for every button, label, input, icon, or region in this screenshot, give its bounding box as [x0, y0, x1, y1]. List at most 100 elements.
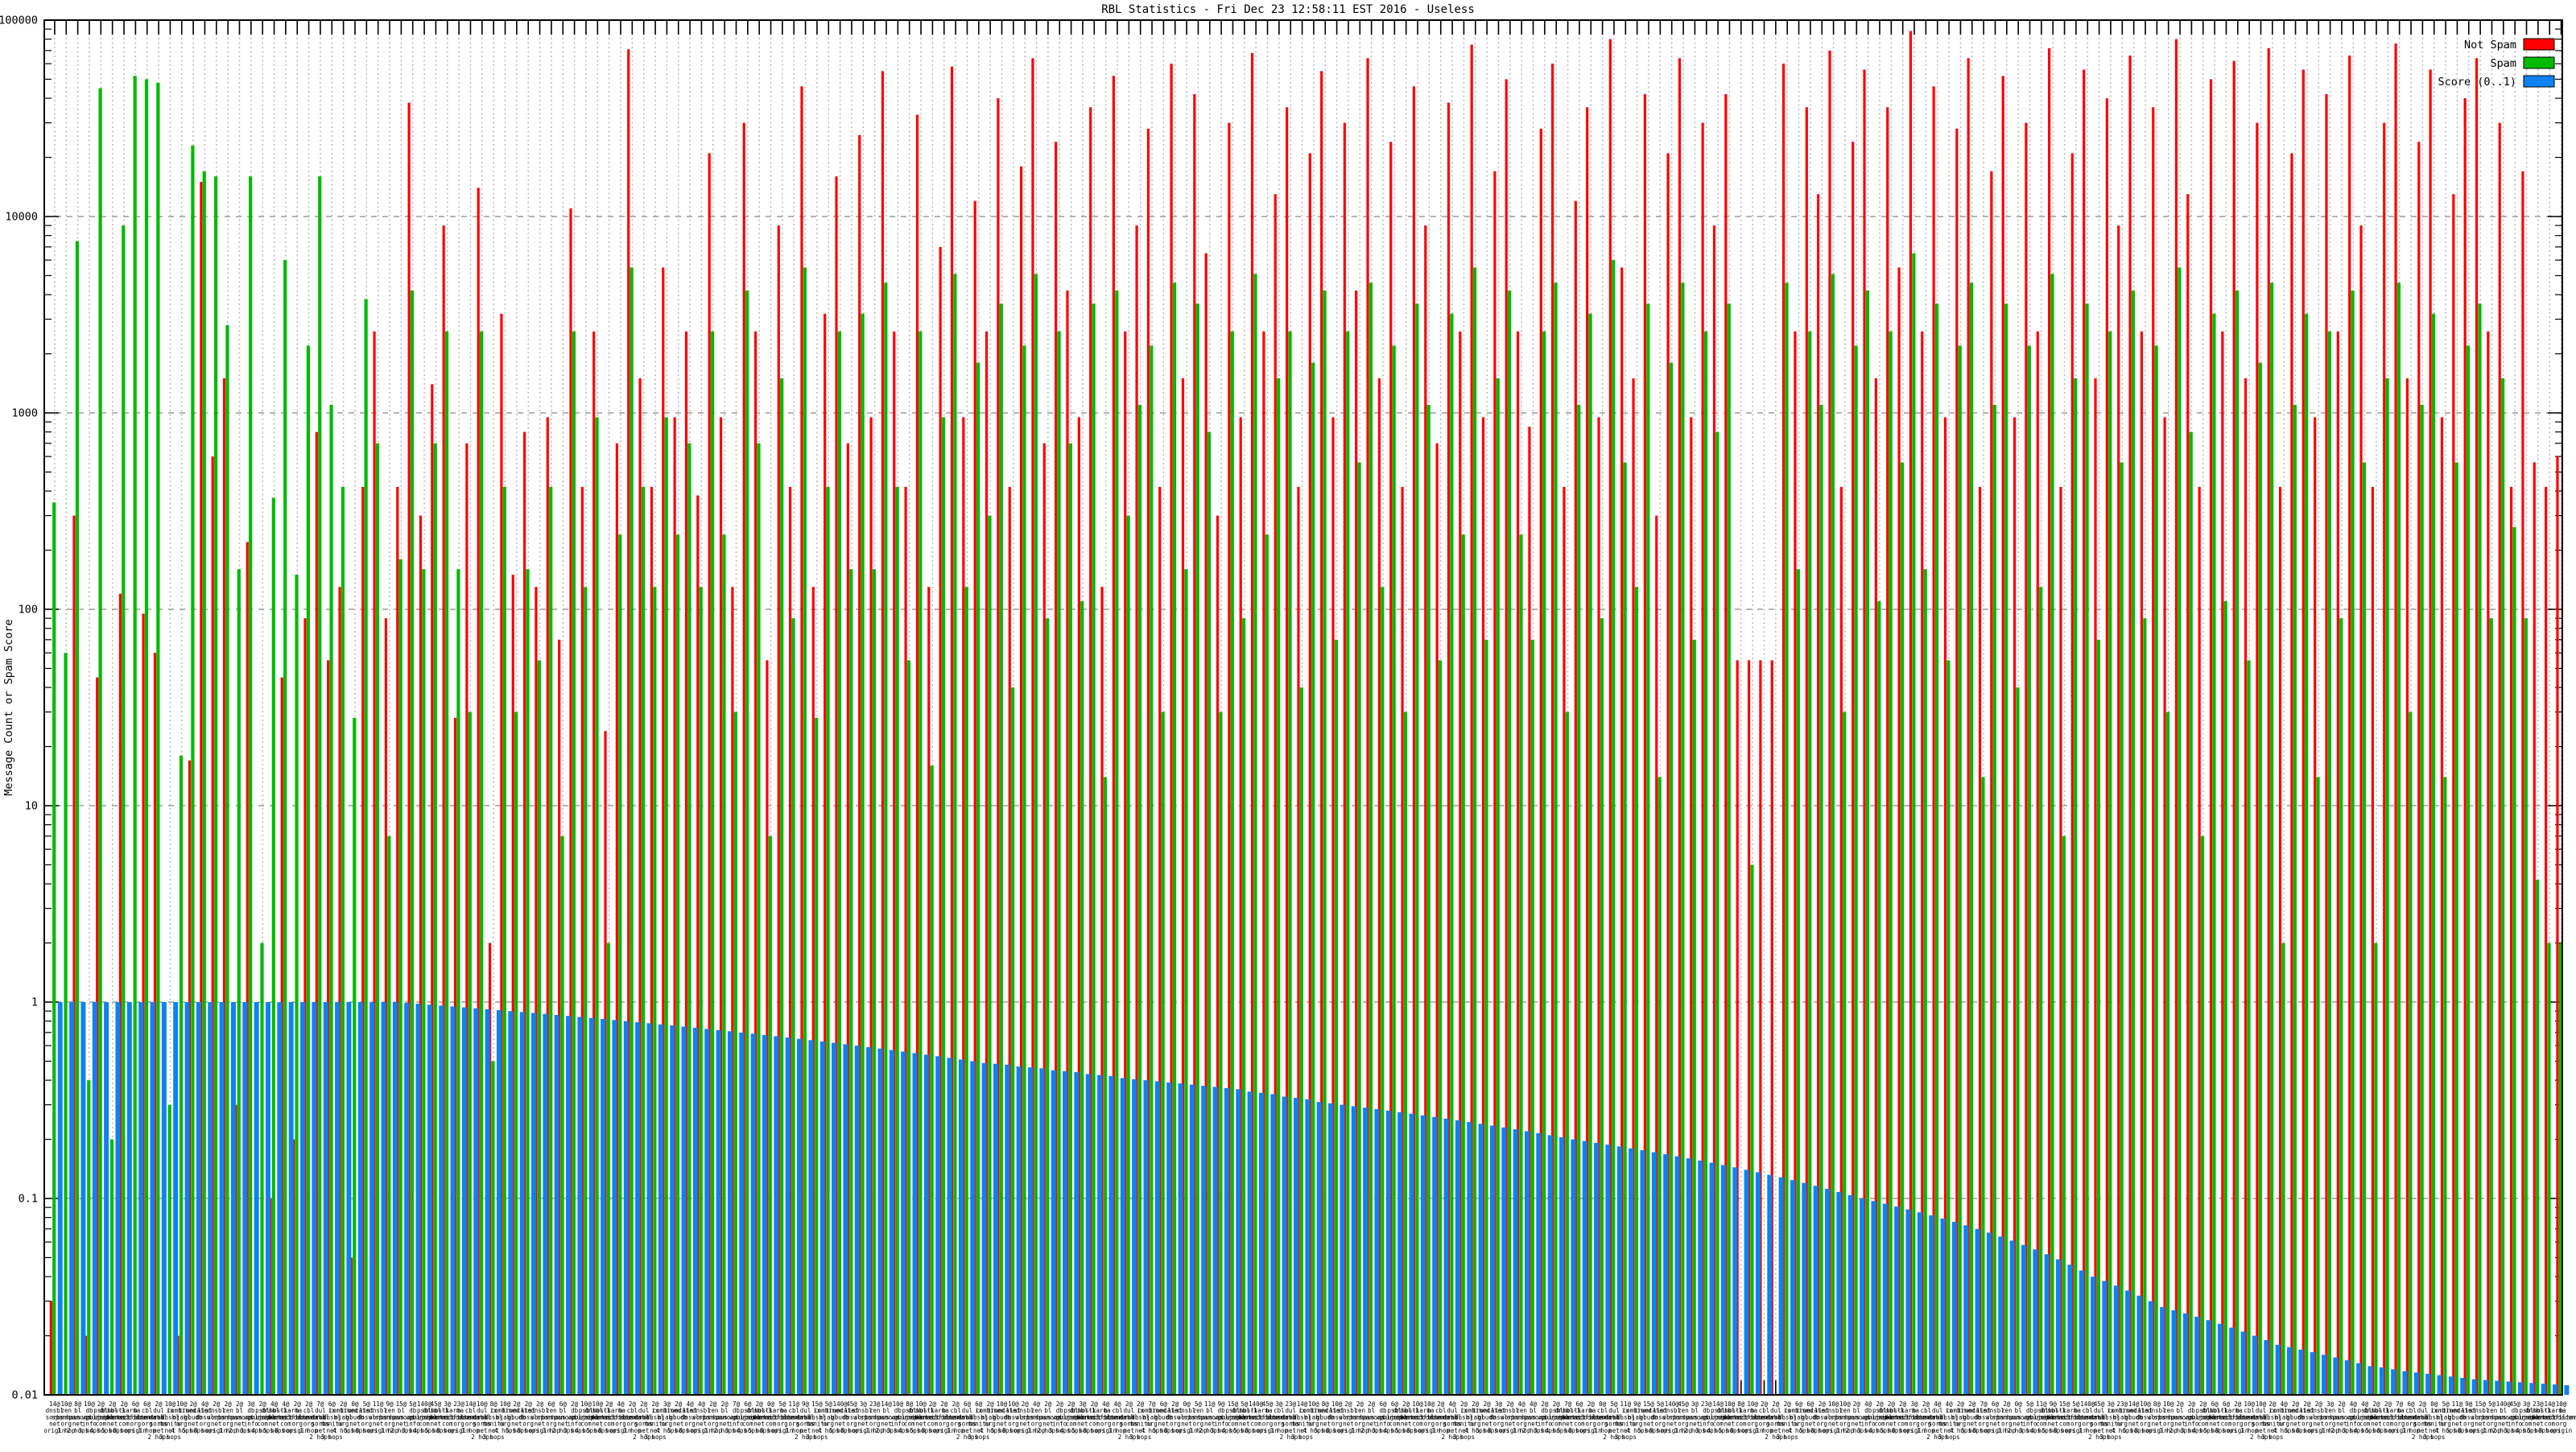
x-tick-label: 2@ b barracudacentral org origin — [915, 1400, 973, 1434]
bar-score — [404, 1003, 410, 1395]
bar-spam — [1311, 362, 1315, 1395]
bar-not-spam — [1874, 378, 1877, 1396]
x-tick-label: 2@ dnsbl-1 uceprotect net 5 hops — [94, 1400, 130, 1434]
bar-not-spam — [1563, 486, 1566, 1395]
bar-not-spam — [1712, 225, 1716, 1396]
bar-not-spam — [1955, 128, 1959, 1396]
bar-spam — [906, 660, 911, 1395]
bar-score — [1951, 1222, 1957, 1395]
bar-spam — [2039, 587, 2043, 1395]
bar-spam — [179, 755, 184, 1395]
x-tick-label: 14@ cbl abuseat org 1 hop — [458, 1400, 484, 1434]
bar-score — [1501, 1127, 1507, 1395]
x-tick-label: 2@ psbl surriel com 4 hops — [1543, 1400, 1569, 1434]
bar-not-spam — [2221, 331, 2224, 1396]
bar-score — [104, 1002, 109, 1395]
bar-spam — [1634, 587, 1639, 1395]
bar-spam — [444, 331, 449, 1396]
bar-not-spam — [315, 431, 318, 1396]
bar-score — [2322, 1355, 2327, 1395]
bar-not-spam — [824, 313, 827, 1395]
bar-spam — [1703, 331, 1708, 1396]
bar-score — [1432, 1116, 1438, 1395]
bar-score — [554, 1014, 559, 1395]
bar-not-spam — [246, 542, 249, 1395]
bar-not-spam — [2498, 122, 2501, 1396]
x-tick-label: 4@ list dnswl org 8 hops — [194, 1400, 216, 1434]
bar-not-spam — [1574, 200, 1577, 1395]
bar-score — [1236, 1089, 1241, 1395]
bar-not-spam — [2336, 331, 2339, 1396]
bar-spam — [2004, 303, 2008, 1395]
x-tick-label: 7@ b barracudacentral org origin — [2371, 1400, 2429, 1434]
bar-spam — [1403, 712, 1408, 1395]
bar-not-spam — [2440, 417, 2444, 1395]
bar-not-spam — [2117, 225, 2120, 1396]
bar-score — [92, 1002, 97, 1395]
bar-score — [219, 1002, 225, 1395]
bar-score — [1467, 1122, 1472, 1395]
bar-spam — [861, 313, 865, 1395]
bar-not-spam — [2256, 122, 2259, 1396]
bar-not-spam — [1019, 166, 1023, 1396]
bar-not-spam — [638, 378, 642, 1396]
x-tick-label: 5@ db wpbl info 3 hops — [2019, 1400, 2041, 1434]
bar-score — [935, 1056, 941, 1395]
bar-spam — [1242, 618, 1246, 1395]
bar-score — [1258, 1092, 1264, 1395]
bar-spam — [780, 378, 784, 1396]
x-tick-label: 0@ dnsbl sorbs net origin — [1176, 1400, 1198, 1434]
bar-not-spam — [2301, 69, 2305, 1395]
bar-score — [2437, 1375, 2442, 1395]
bar-spam — [664, 417, 668, 1395]
bar-spam — [1080, 600, 1084, 1395]
bar-score — [1720, 1165, 1726, 1395]
bar-score — [357, 1002, 363, 1395]
bar-score — [1790, 1180, 1796, 1395]
bar-score — [1860, 1198, 1865, 1395]
bar-score — [2356, 1363, 2362, 1395]
bar-not-spam — [1158, 486, 1162, 1395]
y-axis-title: Message Count or Spam Score — [2, 619, 15, 795]
x-tick-label: 2@ cbl abuseat org 1 hop — [1913, 1400, 1939, 1434]
x-tick-label: 23@ zen spamhaus org 1 hop — [861, 1400, 890, 1434]
bar-score — [1051, 1070, 1056, 1395]
bar-score — [2368, 1366, 2373, 1395]
bar-spam — [606, 943, 611, 1395]
bar-spam — [156, 82, 160, 1396]
bar-score — [1189, 1084, 1195, 1395]
bar-spam — [98, 88, 102, 1395]
x-tick-label: 8@ bl spamcop net 2 hops — [65, 1400, 91, 1434]
x-tick-label: 3@ cbl abuseat org 1 hop — [1266, 1400, 1292, 1434]
x-tick-label: 2@ db wpbl info 3 hops — [564, 1400, 585, 1434]
bar-spam — [2501, 378, 2505, 1396]
bar-spam — [584, 587, 588, 1395]
bar-score — [635, 1021, 641, 1395]
x-tick-label: 0@ bl spamcop net 2 hops — [2005, 1400, 2031, 1434]
x-tick-label: 4@ b barracudacentral org origin — [592, 1400, 650, 1434]
x-tick-label: 45@ dul dnsbl sorbs net 2 hops — [2088, 1400, 2110, 1441]
x-tick-label: 2@ db wpbl info 3 hops — [1534, 1400, 1555, 1434]
bar-score — [1409, 1113, 1414, 1395]
bar-not-spam — [2232, 60, 2235, 1396]
x-tick-label: 11@ truncate gbudb net 5 hops — [2442, 1400, 2472, 1434]
x-tick-label: 10@ list dnswl org 8 hops — [1002, 1400, 1024, 1434]
bar-not-spam — [1412, 86, 1416, 1395]
x-tick-label: 4@ db wpbl info 3 hops — [2343, 1400, 2364, 1434]
bar-spam — [1808, 331, 1812, 1396]
bar-score — [173, 1002, 179, 1395]
bar-spam — [1126, 515, 1130, 1395]
bar-not-spam — [1262, 331, 1265, 1396]
bar-score — [2333, 1357, 2339, 1395]
bar-not-spam — [2371, 486, 2374, 1395]
bar-spam — [133, 76, 137, 1396]
x-tick-label: 2@ truncate gbudb net 5 hops — [502, 1400, 532, 1434]
bar-spam — [1623, 462, 1627, 1395]
bar-score — [2160, 1306, 2165, 1395]
bar-score — [692, 1027, 698, 1395]
bar-spam — [733, 712, 737, 1395]
bar-spam — [1934, 303, 1939, 1395]
x-tick-label: 2@ dnsbl sorbs net origin — [1014, 1400, 1036, 1434]
bar-not-spam — [731, 587, 734, 1395]
x-tick-label: 10@ dnsbl-1 uceprotect net 5 hops — [1711, 1400, 1748, 1434]
